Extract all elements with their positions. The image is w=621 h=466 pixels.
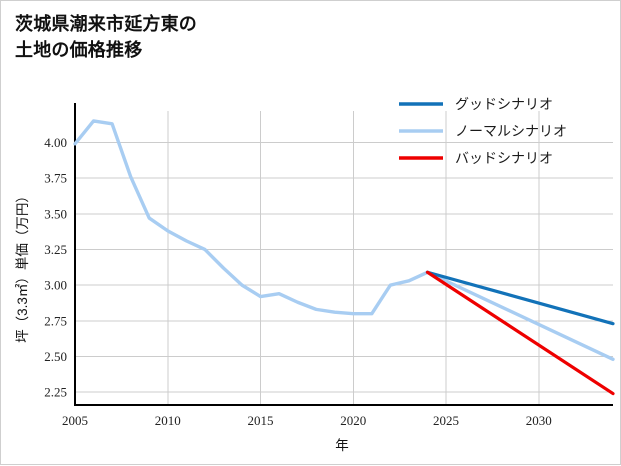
y-tick-label: 3.50 <box>44 206 67 221</box>
series-line <box>73 119 615 362</box>
y-tick-label: 3.25 <box>44 242 67 257</box>
x-axis-title: 年 <box>335 438 349 453</box>
y-tick-label: 2.50 <box>44 349 67 364</box>
series-line <box>425 270 615 396</box>
y-tick-labels: 2.25 2.50 2.75 3.00 3.25 3.50 3.75 4.00 <box>44 135 67 400</box>
gridlines <box>75 141 613 393</box>
y-axis-title: 坪（3.3㎡）単価（万円） <box>15 189 30 343</box>
x-tick-label: 2020 <box>340 413 366 428</box>
x-tick-labels: 2005 2010 2015 2020 2025 2030 <box>62 413 552 428</box>
series-line <box>425 270 615 326</box>
legend-label: バッドシナリオ <box>455 152 553 167</box>
data-series <box>73 119 615 396</box>
x-tick-label: 2025 <box>433 413 459 428</box>
legend-label: ノーマルシナリオ <box>455 125 567 140</box>
chart-title: 茨城県潮来市延方東の 土地の価格推移 <box>15 14 197 61</box>
y-tick-label: 4.00 <box>44 135 67 150</box>
y-tick-label: 2.75 <box>44 313 67 328</box>
y-tick-label: 2.25 <box>44 385 67 400</box>
axis-spines <box>73 103 613 407</box>
y-tick-label: 3.75 <box>44 171 67 186</box>
y-tick-label: 3.00 <box>44 278 67 293</box>
legend-label: グッドシナリオ <box>455 97 553 113</box>
x-tick-label: 2030 <box>526 413 552 428</box>
x-tick-label: 2010 <box>155 413 181 428</box>
x-tick-label: 2015 <box>248 413 274 428</box>
x-tick-label: 2005 <box>62 413 88 428</box>
